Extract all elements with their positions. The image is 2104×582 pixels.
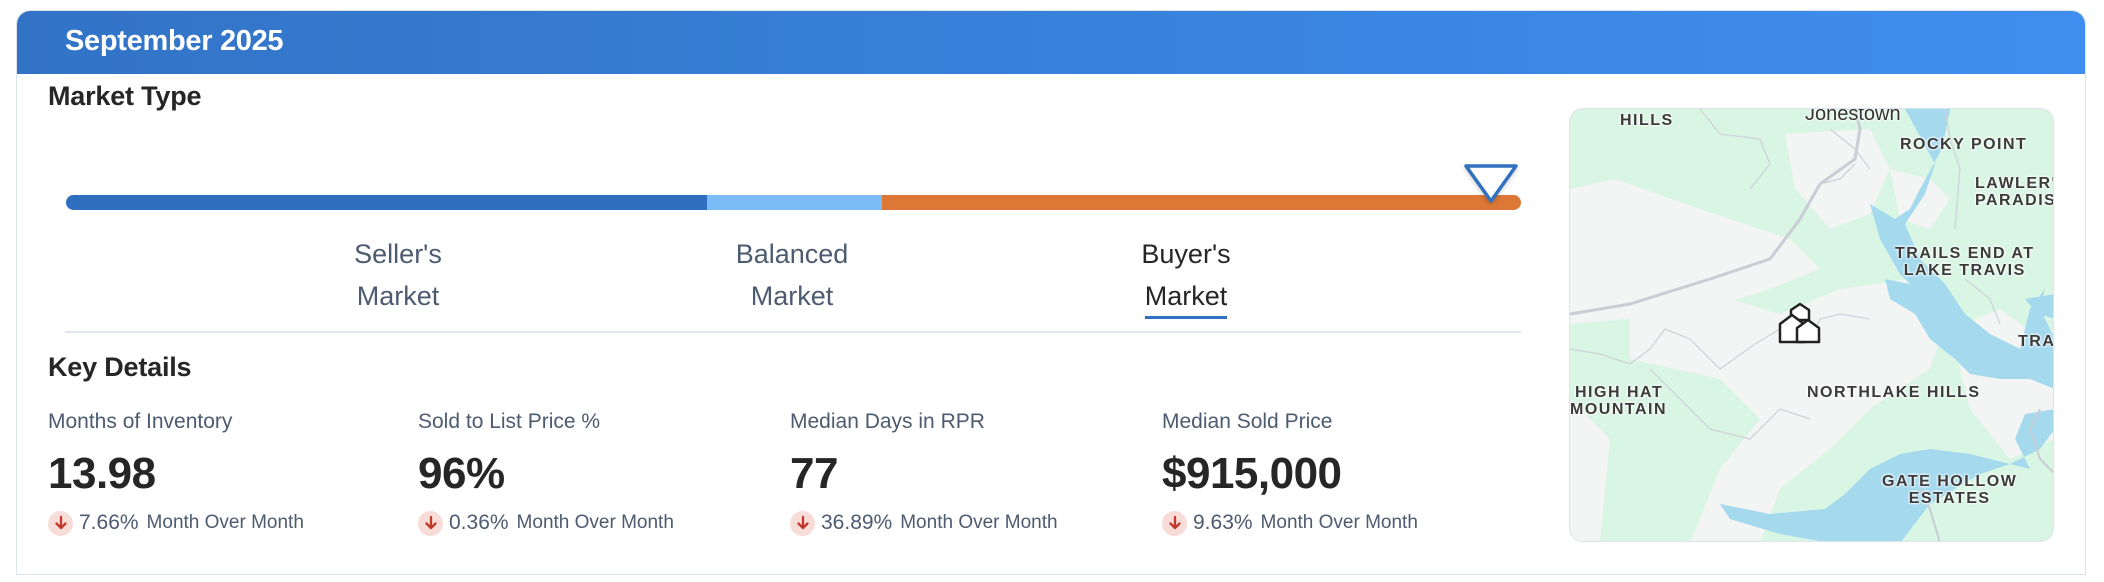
metric-months-of-inventory: Months of Inventory 13.98 7.66% Month Ov… xyxy=(48,409,418,537)
sellers-market-label[interactable]: Seller's Market xyxy=(354,239,442,311)
buyers-market-segment xyxy=(882,195,1521,210)
card-header: September 2025 xyxy=(17,11,2085,74)
change-percent: 7.66% xyxy=(79,511,139,534)
arrow-down-icon xyxy=(790,510,815,536)
change-percent: 9.63% xyxy=(1193,511,1253,534)
map-label-jonestown: Jonestown xyxy=(1805,108,1901,125)
location-map[interactable]: HILLS Jonestown ROCKY POINT LAWLER' PARA… xyxy=(1569,108,2054,542)
change-percent: 0.36% xyxy=(449,511,509,534)
buyers-market-label[interactable]: Buyer's Market xyxy=(1076,233,1296,319)
map-label-gate-hollow-estates: GATE HOLLOW ESTATES xyxy=(1882,473,2018,507)
metric-value: $915,000 xyxy=(1162,449,1342,498)
change-period: Month Over Month xyxy=(146,512,304,533)
metric-change: 7.66% Month Over Month xyxy=(48,509,418,537)
metric-median-sold-price: Median Sold Price $915,000 9.63% Month O… xyxy=(1162,409,1532,537)
period-title: September 2025 xyxy=(65,25,284,57)
metric-label: Sold to List Price % xyxy=(418,410,601,433)
map-label-tra: TRA xyxy=(2018,333,2054,350)
arrow-down-icon xyxy=(1162,510,1187,536)
map-label-rocky-point: ROCKY POINT xyxy=(1900,136,2028,153)
homes-cluster-icon[interactable] xyxy=(1777,302,1823,344)
balanced-market-label[interactable]: Balanced Market xyxy=(735,239,849,311)
map-label-northlake-hills: NORTHLAKE HILLS xyxy=(1807,384,1981,401)
metric-value: 77 xyxy=(790,449,838,498)
map-label-high-hat-mountain: HIGH HAT MOUNTAIN xyxy=(1570,384,1668,418)
metric-sold-to-list: Sold to List Price % 96% 0.36% Month Ove… xyxy=(418,409,788,537)
metric-label: Median Days in RPR xyxy=(790,410,985,433)
sellers-market-segment xyxy=(66,195,707,210)
metric-change: 36.89% Month Over Month xyxy=(790,509,1160,537)
arrow-down-icon xyxy=(418,510,443,536)
metric-value: 13.98 xyxy=(48,449,156,498)
market-type-bar xyxy=(66,195,1521,210)
metric-label: Median Sold Price xyxy=(1162,410,1333,433)
metric-median-days: Median Days in RPR 77 36.89% Month Over … xyxy=(790,409,1160,537)
map-label-lawlers-paradise: LAWLER' PARADIS xyxy=(1975,175,2054,209)
market-summary-card: September 2025 Market Type Seller's Mark… xyxy=(16,10,2086,575)
map-label-trails-end: TRAILS END AT LAKE TRAVIS xyxy=(1895,245,2035,279)
change-period: Month Over Month xyxy=(1260,512,1418,533)
selected-underline: Market xyxy=(1144,276,1228,319)
metric-change: 0.36% Month Over Month xyxy=(418,509,788,537)
map-background xyxy=(1570,109,2053,541)
section-divider xyxy=(65,331,1521,333)
triangle-down-marker-icon xyxy=(1464,164,1518,203)
change-period: Month Over Month xyxy=(516,512,674,533)
map-label-hills: HILLS xyxy=(1620,112,1674,129)
arrow-down-icon xyxy=(48,510,73,536)
balanced-market-segment xyxy=(707,195,882,210)
metric-change: 9.63% Month Over Month xyxy=(1162,509,1532,537)
metric-value: 96% xyxy=(418,449,505,498)
change-period: Month Over Month xyxy=(900,512,1058,533)
key-details-heading: Key Details xyxy=(48,352,192,382)
change-percent: 36.89% xyxy=(821,511,893,534)
metric-label: Months of Inventory xyxy=(48,410,233,433)
market-type-heading: Market Type xyxy=(48,81,202,111)
